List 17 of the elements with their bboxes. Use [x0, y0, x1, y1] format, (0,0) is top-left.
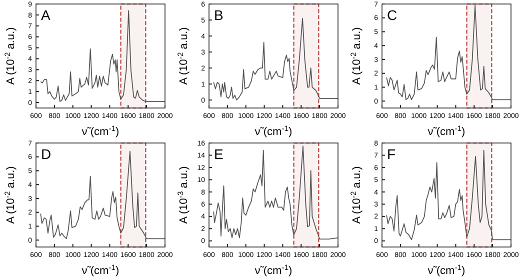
chart-title: F	[387, 146, 396, 162]
chart-title: D	[41, 146, 52, 162]
x-axis-title: ν̃ (cm$^{-1}$)	[428, 124, 466, 138]
line-series	[213, 146, 338, 240]
line-series	[386, 150, 512, 240]
chart-title: C	[387, 7, 398, 23]
chart-title: E	[214, 146, 224, 162]
x-axis-title: ν̃ (cm$^{-1}$)	[82, 262, 120, 277]
x-axis-title: ν̃ (cm$^{-1}$)	[254, 124, 292, 138]
x-axis-title: ν̃ (cm$^{-1}$)	[82, 124, 120, 138]
chart-title: B	[214, 7, 224, 23]
x-axis-title: ν̃ (cm$^{-1}$)	[428, 262, 466, 277]
line-series	[40, 10, 166, 102]
line-series	[40, 150, 166, 240]
line-series	[386, 4, 512, 100]
x-axis-title: ν̃ (cm$^{-1}$)	[254, 262, 292, 277]
chart-title: A	[41, 7, 51, 23]
